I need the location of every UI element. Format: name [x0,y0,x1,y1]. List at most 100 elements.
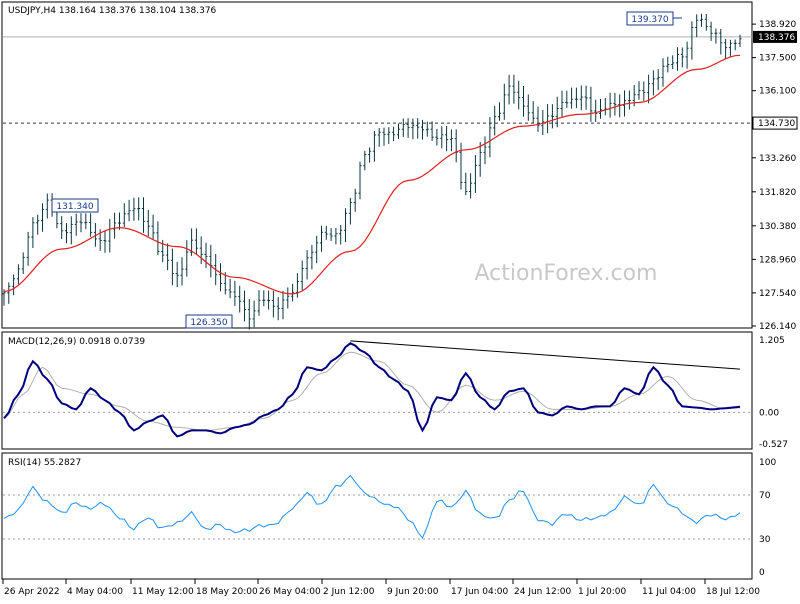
macd-main-line [3,342,741,438]
annotation-high: 139.370 [626,11,682,26]
rsi-axis-label: 100 [759,458,776,468]
price-bar [151,214,155,241]
price-bar [276,296,280,321]
price-bar [411,118,415,140]
price-bar [170,248,174,286]
price-bar [541,110,545,135]
price-axis-label: 136.100 [759,87,796,97]
price-bar [445,126,449,152]
current-price-box [753,30,797,43]
price-bar [2,289,6,306]
price-bar [425,121,429,137]
price-bar [89,213,93,237]
price-axis-label: 127.540 [759,289,796,299]
price-bar [512,74,516,104]
price-bar [305,250,309,280]
price-bar [709,21,713,41]
price-bar [243,290,246,322]
price-bar [185,240,189,277]
price-bar [271,290,275,318]
price-bar [435,129,439,146]
price-bar [724,38,728,60]
price-bar [579,85,583,111]
price-bar [146,210,150,237]
price-bar [41,203,44,232]
price-bar [194,228,198,255]
macd-axis-label: 1.205 [759,336,785,346]
price-bar [310,244,314,270]
price-bar [421,119,424,140]
price-bar [79,213,83,233]
price-bar [464,172,468,196]
price-bar [719,28,723,55]
annotation-low-label: 126.350 [190,318,227,328]
price-bar [613,92,617,116]
price-axis-label: 137.500 [759,54,796,64]
rsi-panel-title: RSI(14) 55.2827 [8,458,81,468]
price-bar [550,104,554,129]
price-bar [603,98,607,116]
price-bar [65,223,68,244]
price-bar [348,197,352,225]
time-axis-label: 1 Jul 20:00 [578,587,627,597]
price-bar [565,90,569,108]
price-bar [257,290,261,316]
price-bar [180,257,184,286]
price-bar [315,235,319,264]
price-bar [238,285,242,313]
price-bar [387,127,391,144]
price-bar [627,90,631,110]
price-bar [45,193,49,219]
price-axis-label: 126.140 [759,322,796,332]
price-bar [84,213,88,230]
price-panel-frame [1,1,753,329]
price-axis-label: 131.820 [759,188,796,198]
price-bar [295,273,299,298]
price-axis-label: 128.960 [759,255,796,265]
price-bar [642,81,646,101]
price-bar [651,70,655,96]
price-bar [589,86,593,122]
sma-line [3,54,741,295]
price-bar [560,90,564,117]
price-bar [700,13,703,27]
price-bar [262,290,266,307]
price-bar [21,252,25,274]
price-bar [26,231,30,266]
time-axis-label: 18 Jul 12:00 [706,587,760,597]
price-bar [406,118,410,138]
price-bar [122,203,126,227]
price-bar [286,287,290,309]
rsi-line [3,474,741,539]
price-bar [676,47,679,71]
price-bar [637,81,641,100]
price-bar [363,150,367,171]
price-bar [16,264,20,285]
price-bar [507,74,511,105]
price-bar-series [2,13,742,330]
macd-series [3,340,752,438]
price-bar [522,86,525,117]
time-axis-label: 26 Apr 2022 [4,587,60,597]
price-bar [392,126,396,142]
price-bar [219,263,222,292]
price-bar [118,212,121,230]
price-bar [473,155,477,193]
price-moving-average [3,54,741,295]
price-bar [320,225,323,252]
watermark: ActionForex.com [475,261,658,286]
price-bar [108,218,112,253]
time-axis-label: 18 May 20:00 [196,587,258,597]
price-axis-label: 130.380 [759,222,796,232]
price-bar [267,290,271,310]
price-bar [690,21,694,60]
time-axis-label: 2 Jun 12:00 [323,587,375,597]
macd-axis-label: -0.527 [759,440,788,450]
price-bar [536,106,540,132]
price-bar [666,56,670,73]
price-bar [502,83,506,120]
price-bar [695,14,699,38]
price-bar [12,274,16,296]
